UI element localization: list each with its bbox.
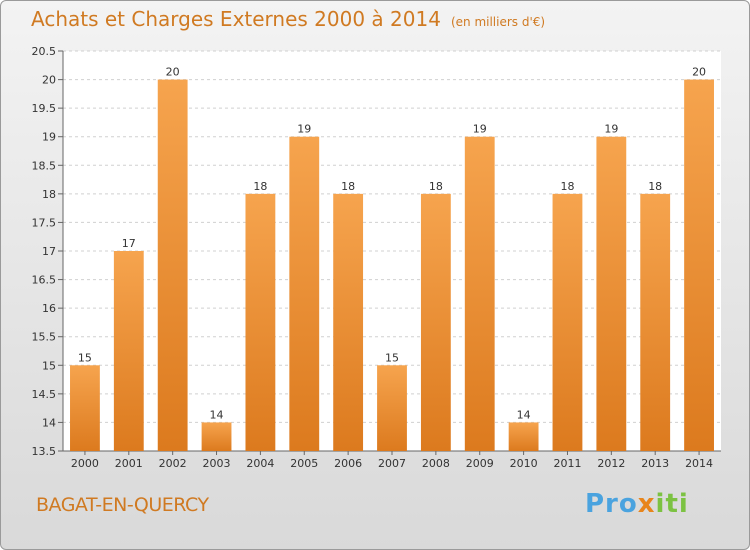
y-tick-label: 19.5	[32, 102, 57, 115]
data-label: 14	[517, 408, 531, 421]
data-label: 18	[560, 180, 574, 193]
data-label: 18	[341, 180, 355, 193]
bar-2010	[508, 422, 539, 451]
data-label: 19	[297, 123, 311, 136]
x-tick-label: 2006	[334, 457, 362, 470]
y-tick-label: 19	[42, 131, 56, 144]
x-tick-label: 2005	[290, 457, 318, 470]
bar-2013	[640, 193, 671, 451]
y-tick-label: 18.5	[32, 159, 57, 172]
data-label: 14	[210, 408, 224, 421]
bar-2009	[464, 136, 495, 451]
bar-2008	[420, 193, 451, 451]
bar-2001	[113, 251, 144, 451]
x-tick-label: 2008	[422, 457, 450, 470]
x-tick-label: 2009	[466, 457, 494, 470]
data-label: 18	[429, 180, 443, 193]
data-label: 15	[78, 351, 92, 364]
bar-2005	[289, 136, 320, 451]
bar-2002	[157, 79, 188, 452]
x-tick-label: 2014	[685, 457, 713, 470]
y-tick-label: 17.5	[32, 216, 57, 229]
y-tick-label: 15.5	[32, 331, 57, 344]
y-tick-label: 17	[42, 245, 56, 258]
x-tick-label: 2011	[553, 457, 581, 470]
y-tick-label: 20.5	[32, 45, 57, 58]
logo-part-2: x	[637, 489, 656, 519]
x-tick-label: 2010	[510, 457, 538, 470]
x-tick-label: 2012	[597, 457, 625, 470]
bar-2014	[684, 79, 714, 452]
y-tick-label: 16.5	[32, 274, 57, 287]
data-label: 19	[473, 123, 487, 136]
bar-2006	[333, 193, 364, 451]
x-tick-label: 2000	[71, 457, 99, 470]
proxiti-logo: Proxiti	[585, 489, 689, 519]
y-tick-label: 18	[42, 188, 56, 201]
y-tick-label: 14.5	[32, 388, 57, 401]
y-tick-label: 14	[42, 416, 56, 429]
y-tick-label: 15	[42, 359, 56, 372]
bar-2004	[245, 193, 276, 451]
y-tick-label: 16	[42, 302, 56, 315]
bar-2003	[201, 422, 232, 451]
chart-title: Achats et Charges Externes 2000 à 2014 (e…	[31, 7, 545, 31]
bar-2007	[377, 365, 407, 451]
logo-part-1: Pro	[585, 489, 638, 519]
data-label: 20	[692, 66, 706, 79]
x-tick-label: 2002	[159, 457, 187, 470]
data-label: 17	[122, 237, 136, 250]
x-tick-label: 2007	[378, 457, 406, 470]
unit-label: (en milliers d'€)	[450, 15, 546, 29]
data-label: 15	[385, 351, 399, 364]
bar-2011	[552, 193, 583, 451]
data-label: 19	[604, 123, 618, 136]
y-tick-label: 20	[42, 74, 56, 87]
bar-2012	[596, 136, 627, 451]
place-name: BAGAT-EN-QUERCY	[36, 494, 209, 516]
data-label: 18	[253, 180, 267, 193]
data-label: 18	[648, 180, 662, 193]
y-tick-label: 13.5	[32, 445, 57, 458]
x-tick-label: 2001	[115, 457, 143, 470]
x-tick-label: 2013	[641, 457, 669, 470]
bar-2000	[70, 365, 100, 451]
x-tick-label: 2004	[246, 457, 274, 470]
title-text: Achats et Charges Externes 2000 à 2014	[31, 7, 441, 31]
logo-part-3: iti	[655, 489, 689, 519]
x-tick-label: 2003	[203, 457, 231, 470]
data-label: 20	[166, 66, 180, 79]
